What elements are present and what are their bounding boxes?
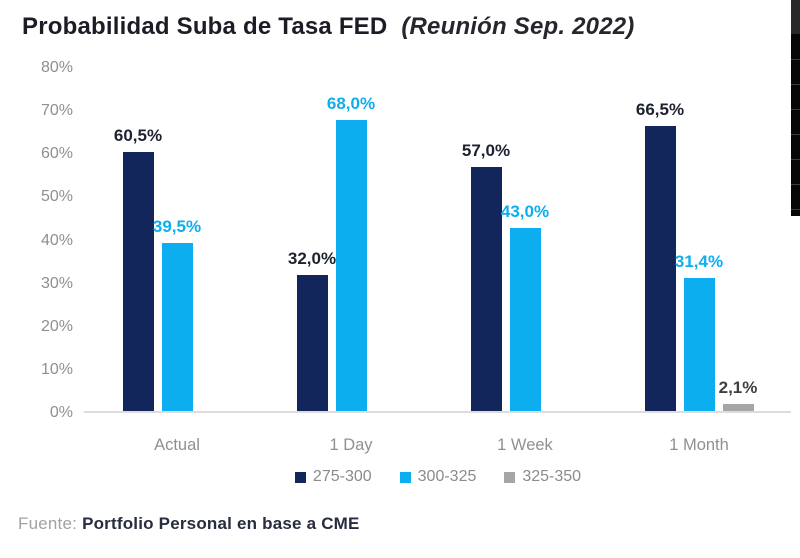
x-tick-label-actual: Actual bbox=[154, 436, 200, 454]
bar-value-label: 39,5% bbox=[152, 217, 202, 236]
legend-swatch-icon bbox=[504, 471, 516, 483]
x-tick-label-1-week: 1 Week bbox=[497, 436, 553, 454]
bar-value-label: 32,0% bbox=[287, 249, 337, 268]
bar-value-label: 57,0% bbox=[461, 141, 511, 160]
y-tick-label: 60% bbox=[40, 145, 73, 162]
y-tick-label: 20% bbox=[40, 318, 73, 335]
cropped-dark-panel bbox=[791, 0, 800, 216]
legend-label: 325-350 bbox=[522, 468, 582, 485]
legend-item-300-325: 300-325 bbox=[399, 468, 477, 486]
bar-325-350-1-month bbox=[723, 404, 754, 413]
cropped-dark-panel-gridline bbox=[791, 184, 800, 185]
cropped-dark-panel-gridline bbox=[791, 209, 800, 210]
bar-275-300-actual bbox=[123, 152, 154, 413]
bar-275-300-1-day bbox=[297, 275, 328, 413]
cropped-dark-panel-gridline bbox=[791, 134, 800, 135]
cropped-dark-panel-header bbox=[791, 0, 800, 34]
bar-value-label: 31,4% bbox=[674, 252, 724, 271]
y-tick-label: 40% bbox=[40, 232, 73, 249]
cropped-dark-panel-gridline bbox=[791, 109, 800, 110]
y-tick-label: 70% bbox=[40, 102, 73, 119]
source-text: Portfolio Personal en base a CME bbox=[82, 514, 360, 533]
legend-item-325-350: 325-350 bbox=[504, 468, 581, 486]
bar-300-325-actual bbox=[162, 243, 193, 413]
x-tick-label-1-day: 1 Day bbox=[329, 436, 373, 454]
x-tick-label-1-month: 1 Month bbox=[669, 436, 729, 454]
legend-label: 300-325 bbox=[417, 468, 477, 485]
cropped-dark-panel-gridline bbox=[791, 59, 800, 60]
bar-300-325-1-month bbox=[684, 278, 715, 413]
bar-value-label: 66,5% bbox=[635, 100, 685, 119]
y-tick-label: 10% bbox=[40, 361, 73, 378]
chart-title: Probabilidad Suba de Tasa FED (Reunión S… bbox=[22, 13, 635, 41]
bar-value-label: 43,0% bbox=[500, 202, 550, 221]
bar-300-325-1-week bbox=[510, 228, 541, 413]
bar-value-label: 60,5% bbox=[113, 126, 163, 145]
y-tick-label: 30% bbox=[40, 275, 73, 292]
legend-item-275-300: 275-300 bbox=[294, 468, 372, 486]
legend: 275-300 300-325 325-350 bbox=[85, 468, 791, 486]
y-tick-label: 0% bbox=[49, 404, 73, 421]
legend-swatch-icon bbox=[294, 471, 306, 483]
bar-value-label: 2,1% bbox=[718, 378, 758, 397]
legend-swatch-icon bbox=[399, 471, 411, 483]
chart-title-main: Probabilidad Suba de Tasa FED bbox=[22, 13, 388, 40]
source-prefix: Fuente: bbox=[18, 514, 78, 533]
cropped-dark-panel-gridline bbox=[791, 159, 800, 160]
bar-275-300-1-month bbox=[645, 126, 676, 413]
y-tick-label: 50% bbox=[40, 188, 73, 205]
bar-300-325-1-day bbox=[336, 120, 367, 413]
bar-275-300-1-week bbox=[471, 167, 502, 413]
source-caption: Fuente: Portfolio Personal en base a CME bbox=[18, 514, 360, 534]
chart-title-subtitle: (Reunión Sep. 2022) bbox=[401, 13, 635, 40]
x-axis-line bbox=[84, 411, 791, 413]
cropped-dark-panel-gridline bbox=[791, 84, 800, 85]
y-tick-label: 80% bbox=[40, 59, 73, 76]
bar-value-label: 68,0% bbox=[326, 94, 376, 113]
legend-label: 275-300 bbox=[312, 468, 372, 485]
